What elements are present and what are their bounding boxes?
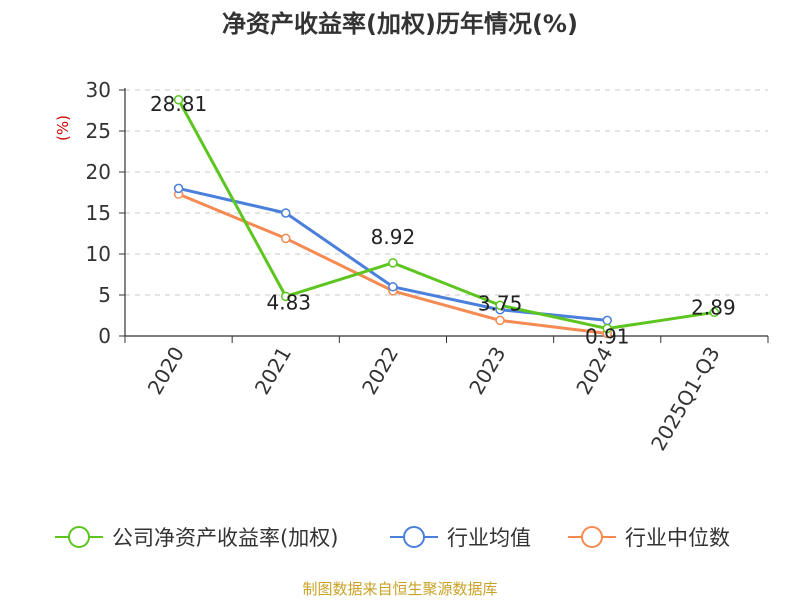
series-line — [177, 99, 715, 331]
data-point[interactable] — [388, 258, 398, 268]
legend-label: 行业中位数 — [625, 526, 730, 550]
series-line — [178, 186, 608, 322]
data-point[interactable] — [173, 95, 184, 105]
chart-title: 净资产收益率(加权)历年情况(%) — [222, 10, 578, 38]
y-tick-label: 25 — [86, 119, 111, 143]
data-point[interactable] — [281, 291, 291, 302]
x-tick-label: 2023 — [464, 343, 510, 399]
y-tick-label: 10 — [86, 242, 111, 266]
legend-item[interactable]: 行业中位数 — [568, 526, 730, 550]
data-labels: 28.81 4.83 8.92 3.75 0.91 2.89 — [150, 92, 736, 349]
data-point[interactable] — [602, 315, 612, 326]
data-label: 2.89 — [691, 295, 736, 319]
legend-item[interactable]: 行业均值 — [390, 526, 531, 550]
y-tick-label: 0 — [98, 324, 111, 348]
y-tick-label: 15 — [86, 201, 111, 225]
data-label: 4.83 — [266, 290, 311, 314]
series — [173, 95, 720, 339]
legend-item[interactable]: 公司净资产收益率(加权) — [55, 526, 338, 550]
data-point[interactable] — [281, 233, 291, 244]
legend-marker — [68, 526, 90, 548]
y-tick-label: 5 — [98, 283, 111, 307]
y-tick-label: 30 — [86, 78, 111, 102]
data-point[interactable] — [495, 315, 505, 326]
data-point[interactable] — [281, 208, 291, 218]
data-point[interactable] — [495, 300, 505, 310]
legend-marker — [581, 526, 603, 548]
legend-marker — [403, 526, 425, 548]
legend-label: 公司净资产收益率(加权) — [112, 526, 338, 550]
data-label: 0.91 — [585, 325, 630, 349]
x-tick-label: 2022 — [357, 343, 403, 399]
data-point[interactable] — [173, 183, 184, 194]
source-note: 制图数据来自恒生聚源数据库 — [302, 580, 498, 598]
data-point[interactable] — [709, 307, 720, 318]
x-tick-label: 2021 — [250, 343, 296, 399]
gridlines — [125, 89, 768, 296]
axes: 0 5 10 15 20 25 30 2020 2021 2022 2023 2024 2025Q1-Q… — [86, 78, 769, 455]
legend: 公司净资产收益率(加权) 行业均值 行业中位数 — [55, 526, 730, 550]
legend-label: 行业均值 — [447, 526, 531, 550]
data-label: 3.75 — [478, 291, 523, 315]
data-label: 8.92 — [371, 225, 416, 249]
x-tick-label: 2025Q1-Q3 — [646, 343, 725, 455]
x-tick-label: 2024 — [571, 343, 617, 399]
line-chart: 0 5 10 15 20 25 30 2020 2021 2022 2023 2024 2025Q1-Q… — [54, 78, 769, 550]
y-axis-label: (%) — [54, 115, 72, 141]
x-tick-label: 2020 — [143, 343, 189, 399]
y-tick-label: 20 — [86, 160, 111, 184]
data-point[interactable] — [388, 282, 398, 292]
data-label: 28.81 — [150, 92, 207, 116]
data-point[interactable] — [602, 323, 612, 334]
